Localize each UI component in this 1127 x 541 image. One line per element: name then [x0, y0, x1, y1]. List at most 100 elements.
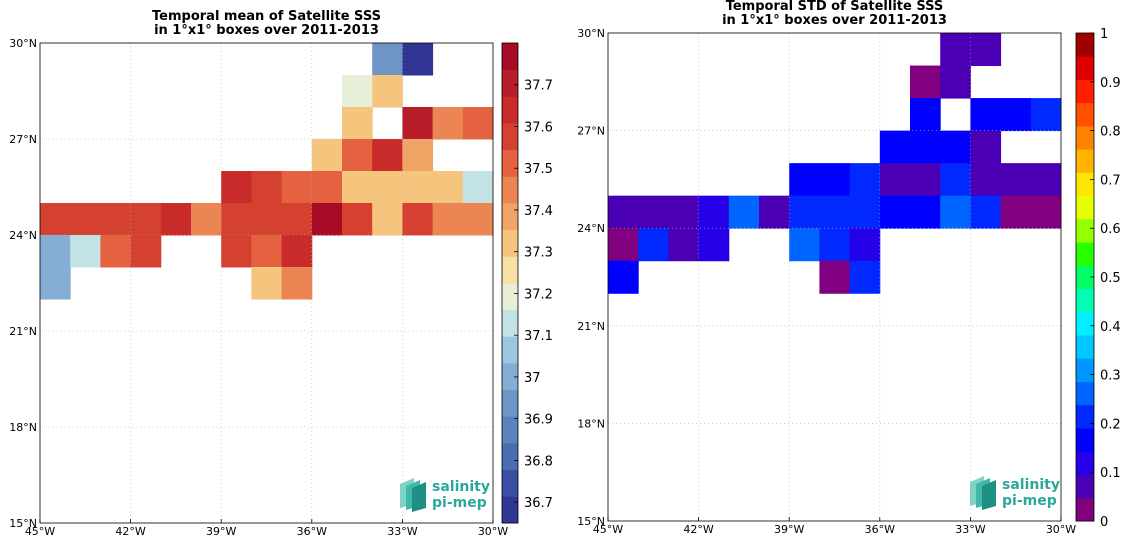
mean-sss-panel: Temporal mean of Satellite SSS in 1°x1° … — [0, 0, 560, 541]
heatmap-cell — [698, 228, 730, 262]
heatmap-cell — [70, 235, 101, 268]
heatmap-cell — [281, 267, 313, 300]
colorbar-segment — [502, 336, 518, 364]
colorbar-tick-label: 37.6 — [524, 120, 553, 135]
heatmap-cell — [402, 203, 434, 236]
colorbar-segment — [502, 123, 518, 151]
colorbar-segment — [502, 149, 518, 177]
colorbar-segment — [502, 363, 518, 391]
colorbar-tick-label: 0.6 — [1100, 222, 1121, 237]
heatmap-cell — [970, 163, 1002, 197]
heatmap-cell — [608, 195, 639, 229]
colorbar-tick-label: 36.9 — [524, 413, 553, 428]
heatmap-cell — [372, 43, 403, 76]
heatmap-cell — [638, 195, 669, 229]
colorbar: 0 0.1 0.2 0.3 0.4 0.5 0.6 0.7 0.8 0.9 1 — [1075, 27, 1121, 530]
heatmap-cell — [130, 203, 162, 236]
colorbar-segment — [1076, 149, 1094, 173]
heatmap-cell — [40, 267, 71, 300]
heatmap-cell — [789, 228, 820, 262]
colorbar-segment — [502, 203, 518, 231]
heatmap-cell — [1000, 195, 1032, 229]
heatmap-cell — [668, 195, 700, 229]
x-tick-label: 33°W — [955, 523, 985, 536]
colorbar-segment — [502, 256, 518, 284]
heatmap-cell — [70, 203, 101, 236]
heatmap-cell — [940, 130, 971, 164]
logo-wave-icon — [412, 482, 426, 512]
heatmap-cell — [462, 171, 494, 204]
heatmap-cell — [372, 139, 403, 172]
heatmap-cells — [608, 33, 1062, 294]
heatmap-cell — [251, 171, 283, 204]
heatmap-cell — [940, 163, 971, 197]
heatmap-cell — [130, 235, 162, 268]
heatmap-cell — [251, 267, 283, 300]
colorbar-tick-label: 37.2 — [524, 287, 553, 302]
heatmap-cell — [40, 235, 71, 268]
colorbar-segment — [1076, 265, 1094, 290]
heatmap-cell — [372, 203, 403, 236]
heatmap-cell — [819, 195, 851, 229]
heatmap-cell — [608, 260, 639, 294]
x-tick-label: 39°W — [774, 523, 804, 536]
logo-text-line2: pi-mep — [432, 495, 487, 511]
y-tick-label: 15°N — [577, 515, 605, 528]
colorbar-segment — [1076, 242, 1094, 266]
heatmap-cell — [100, 235, 132, 268]
colorbar-tick-label: 0.5 — [1100, 271, 1121, 286]
colorbar-tick-label: 0.8 — [1100, 125, 1121, 140]
plot-frame — [39, 42, 494, 524]
colorbar-tick-label: 0.1 — [1100, 466, 1121, 481]
heatmap-cell — [100, 203, 132, 236]
heatmap-cell — [819, 163, 851, 197]
colorbar-tick-label: 37.7 — [524, 79, 553, 94]
heatmap-cell — [970, 195, 1002, 229]
colorbar-segment — [502, 309, 518, 337]
y-tick-label: 27°N — [9, 133, 37, 146]
colorbar-segment — [502, 69, 518, 97]
heatmap-cell — [819, 260, 851, 294]
heatmap-cell — [251, 203, 283, 236]
colorbar-segment — [1076, 125, 1094, 150]
heatmap-cell — [970, 33, 1002, 67]
heatmap-cell — [402, 139, 434, 172]
colorbar: 36.7 36.8 36.9 37 37.1 37.2 37.3 37.4 37.5 37.6 37… — [501, 42, 553, 524]
heatmap-cell — [940, 195, 971, 229]
chart-title: Temporal mean of Satellite SSS in 1°x1° … — [152, 9, 381, 38]
heatmap-cells — [40, 43, 494, 300]
colorbar-tick-label: 0.3 — [1100, 369, 1121, 384]
colorbar-segment — [502, 469, 518, 497]
y-tick-label: 30°N — [577, 27, 605, 40]
colorbar-segment — [1076, 102, 1094, 127]
y-tick-label: 15°N — [9, 517, 37, 530]
colorbar-segment — [1076, 33, 1094, 57]
heatmap-cell — [1030, 195, 1062, 229]
heatmap-cell — [759, 195, 790, 229]
x-tick-label: 36°W — [865, 523, 895, 536]
heatmap-cell — [879, 163, 911, 197]
colorbar-segment — [502, 416, 518, 444]
colorbar-segment — [1076, 56, 1094, 80]
colorbar-tick-label: 36.7 — [524, 496, 553, 511]
heatmap-cell — [910, 98, 941, 132]
heatmap-cell — [342, 75, 373, 108]
x-tick-label: 45°W — [593, 523, 623, 536]
colorbar-tick-label: 0.2 — [1100, 417, 1121, 432]
heatmap-cell — [910, 163, 941, 197]
colorbar-tick-label: 37.3 — [524, 246, 553, 261]
heatmap-cell — [432, 171, 464, 204]
colorbar-segment — [502, 96, 518, 124]
colorbar-tick-label: 37.1 — [524, 329, 553, 344]
colorbar-segment — [1076, 288, 1094, 313]
heatmap-cell — [789, 163, 820, 197]
y-tick-label: 18°N — [577, 417, 605, 430]
heatmap-cell — [1030, 98, 1062, 132]
heatmap-cell — [879, 195, 911, 229]
heatmap-cell — [849, 163, 881, 197]
colorbar-segment — [1076, 172, 1094, 197]
heatmap-cell — [879, 130, 911, 164]
colorbar-segment — [1076, 311, 1094, 336]
